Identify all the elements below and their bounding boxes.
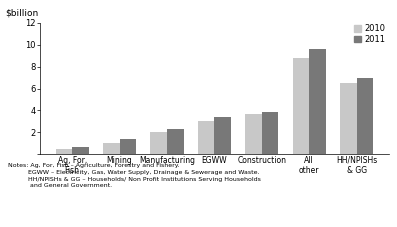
- Bar: [119, 139, 136, 154]
- Bar: [340, 83, 357, 154]
- Bar: [245, 114, 262, 154]
- Bar: [56, 149, 72, 154]
- Text: Notes: Ag, For, Fish – Agriculture, Forestry and Fishery.
          EGWW – Elect: Notes: Ag, For, Fish – Agriculture, Fore…: [8, 163, 261, 188]
- Bar: [150, 132, 167, 154]
- Text: $billion: $billion: [5, 8, 38, 17]
- Bar: [357, 78, 373, 154]
- Bar: [214, 117, 231, 154]
- Bar: [309, 49, 326, 154]
- Bar: [72, 147, 89, 154]
- Bar: [293, 58, 309, 154]
- Legend: 2010, 2011: 2010, 2011: [354, 24, 385, 44]
- Bar: [262, 112, 278, 154]
- Bar: [198, 121, 214, 154]
- Bar: [103, 143, 119, 154]
- Bar: [167, 129, 183, 154]
